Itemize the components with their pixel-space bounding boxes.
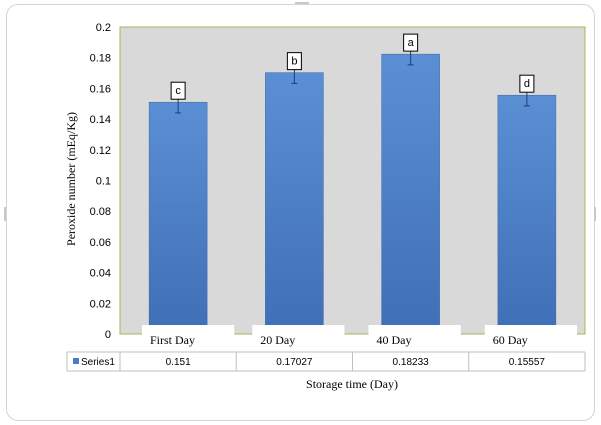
bar [382, 54, 440, 334]
y-tick-label: 0.06 [90, 237, 111, 249]
y-tick-label: 0.08 [90, 206, 111, 218]
y-tick-label: 0.14 [90, 114, 111, 126]
y-tick-label: 0.02 [90, 298, 111, 310]
data-table: First Day 20 Day 40 Day 60 Day Series1 0.151 0… [67, 325, 585, 371]
significance-letter: a [408, 37, 415, 49]
significance-letter: c [175, 85, 181, 97]
y-axis-ticks: 0 0.02 0.04 0.06 0.08 0.1 0.12 0.14 0.16 0.18 0.2 [90, 22, 111, 341]
y-tick-label: 0.16 [90, 83, 111, 95]
significance-letter: d [524, 78, 530, 90]
series-name: Series1 [81, 357, 115, 368]
y-tick-label: 0.1 [96, 176, 111, 188]
bar [265, 73, 323, 334]
x-tick-label: 20 Day [260, 333, 295, 347]
table-value: 0.15557 [509, 357, 546, 368]
x-tick-label: First Day [150, 333, 195, 347]
y-tick-label: 0.2 [96, 22, 111, 34]
series-legend-key [73, 358, 79, 364]
table-value: 0.17027 [276, 357, 313, 368]
y-axis-title: Peroxide number (mEq/Kg) [64, 112, 78, 246]
bar [149, 102, 207, 334]
table-value: 0.18233 [393, 357, 430, 368]
x-tick-label: 60 Day [493, 333, 528, 347]
x-axis-title: Storage time (Day) [306, 377, 398, 391]
y-tick-label: 0.12 [90, 145, 111, 157]
bar [498, 95, 556, 334]
table-value: 0.151 [166, 357, 191, 368]
y-tick-label: 0.18 [90, 53, 111, 65]
x-tick-label: 40 Day [377, 333, 412, 347]
significance-letter: b [291, 56, 297, 68]
y-tick-label: 0 [105, 329, 111, 341]
y-tick-label: 0.04 [90, 268, 111, 280]
